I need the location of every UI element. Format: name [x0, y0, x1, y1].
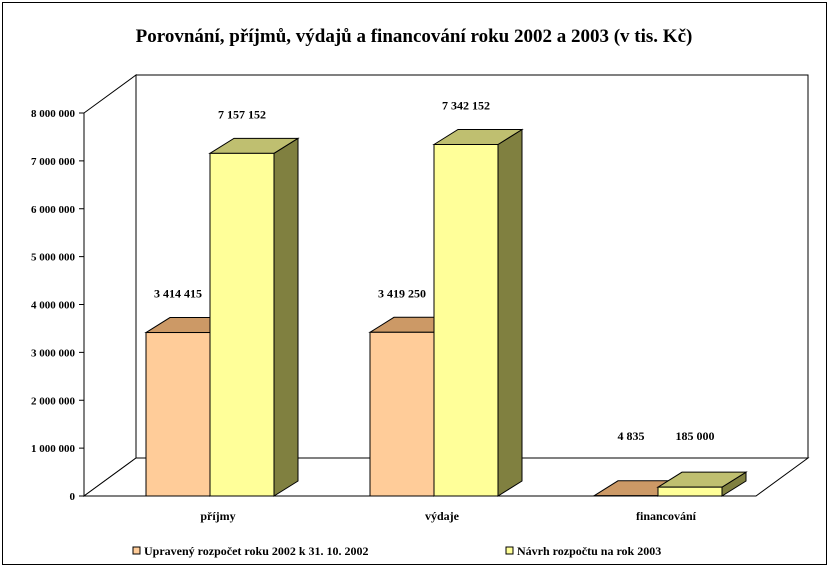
y-tick-label: 0	[70, 491, 76, 503]
y-tick-label: 3 000 000	[31, 347, 76, 359]
data-label: 3 419 250	[378, 286, 426, 300]
bar-příjmy-0	[145, 332, 211, 497]
y-tick-label: 2 000 000	[31, 395, 76, 407]
side-wall	[83, 74, 137, 497]
x-axis: příjmy výdaje financování	[200, 509, 696, 523]
bar-side	[497, 128, 523, 497]
y-tick-label: 4 000 000	[31, 300, 76, 312]
legend-label: Návrh rozpočtu na rok 2003	[517, 544, 661, 558]
bars	[144, 128, 748, 497]
y-tick-label: 1 000 000	[31, 443, 76, 455]
legend-label: Upravený rozpočet roku 2002 k 31. 10. 20…	[144, 544, 369, 558]
legend: Upravený rozpočet roku 2002 k 31. 10. 20…	[132, 544, 661, 558]
legend-swatch	[505, 546, 514, 555]
legend-swatch	[132, 546, 141, 555]
bar-financování-1	[657, 486, 723, 497]
y-tick-label: 8 000 000	[31, 108, 76, 120]
data-labels: 3 414 415 7 157 152 3 419 250 7 342 152 4 83…	[154, 98, 715, 443]
x-tick-label: příjmy	[200, 509, 235, 523]
data-label: 7 157 152	[218, 107, 266, 121]
bar-příjmy-1	[209, 152, 275, 497]
data-label: 3 414 415	[154, 287, 202, 301]
bar-side	[273, 137, 299, 497]
x-tick-label: financování	[636, 509, 697, 523]
x-tick-label: výdaje	[425, 509, 460, 523]
y-axis: 0 1 000 000 2 000 000 3 000 000 4 000 000 5 0…	[31, 108, 84, 503]
data-label: 4 835	[618, 429, 645, 443]
y-tick-label: 6 000 000	[31, 204, 76, 216]
bar-výdaje-0	[369, 331, 435, 497]
y-tick-label: 5 000 000	[31, 252, 76, 264]
bar-výdaje-1	[433, 143, 499, 497]
y-tick-label: 7 000 000	[31, 156, 76, 168]
data-label: 7 342 152	[442, 98, 490, 112]
data-label: 185 000	[676, 429, 715, 443]
chart-title: Porovnání, příjmů, výdajů a financování …	[136, 26, 693, 47]
